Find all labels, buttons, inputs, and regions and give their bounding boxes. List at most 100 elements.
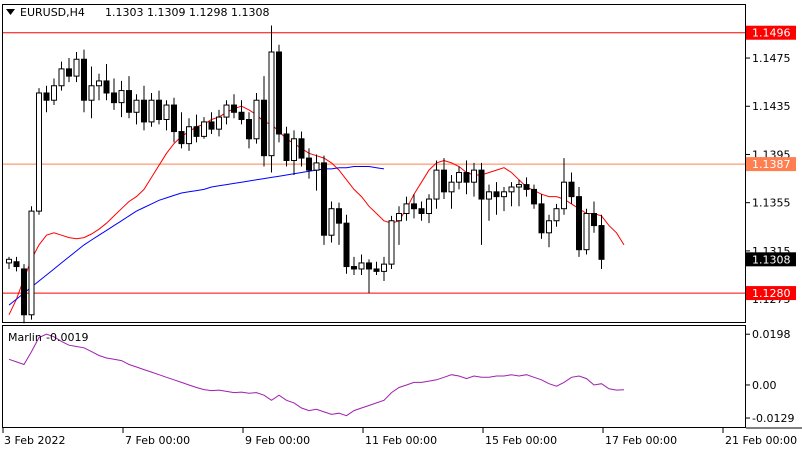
candle-body bbox=[553, 208, 560, 222]
candle bbox=[351, 256, 357, 275]
candle bbox=[58, 61, 65, 91]
candle bbox=[111, 78, 117, 110]
price-tick-label: 1.1355 bbox=[752, 197, 791, 210]
candle-body bbox=[336, 208, 342, 224]
candle-body bbox=[118, 90, 125, 104]
candle bbox=[261, 76, 267, 167]
candle-body bbox=[88, 85, 95, 101]
candle-body bbox=[43, 92, 50, 101]
candle-body bbox=[261, 99, 267, 157]
candle bbox=[88, 66, 95, 119]
candle-body bbox=[208, 121, 215, 130]
candle-body bbox=[253, 99, 260, 140]
candle-body bbox=[546, 220, 552, 234]
candle-body bbox=[538, 203, 545, 234]
candle bbox=[471, 162, 477, 197]
candle bbox=[96, 73, 102, 101]
candle bbox=[396, 206, 402, 245]
level-badge-1.1280-label: 1.1280 bbox=[752, 287, 791, 300]
candle-body bbox=[373, 268, 380, 272]
candle-body bbox=[156, 99, 162, 121]
price-tick-label: 1.1475 bbox=[752, 52, 791, 65]
candle bbox=[246, 112, 252, 149]
candle bbox=[13, 256, 20, 272]
indicator-plot: 0.0198 0.00 -0.0129 bbox=[8, 328, 794, 425]
candle-body bbox=[463, 172, 470, 183]
candle bbox=[291, 130, 297, 175]
candle-body bbox=[246, 119, 252, 140]
candle bbox=[51, 78, 57, 106]
price-badges: 1.1496 1.1387 1.1280 1.1308 bbox=[746, 25, 796, 301]
symbol-label: EURUSD,H4 bbox=[20, 6, 85, 19]
indicator-tick-label: -0.0129 bbox=[752, 412, 794, 425]
current-price-badge-bg bbox=[746, 252, 796, 267]
time-tick-label: 11 Feb 00:00 bbox=[365, 434, 437, 447]
candle bbox=[478, 162, 485, 245]
candle-body bbox=[186, 126, 192, 145]
candle bbox=[336, 202, 342, 245]
candle-body bbox=[598, 225, 605, 260]
candle bbox=[231, 94, 237, 119]
candle bbox=[118, 80, 125, 118]
candle-body bbox=[163, 104, 170, 121]
candle bbox=[253, 92, 260, 144]
level-lines bbox=[3, 32, 745, 294]
candle-body bbox=[591, 213, 597, 227]
candle bbox=[216, 109, 222, 137]
candle bbox=[328, 201, 335, 243]
candle-body bbox=[441, 169, 447, 193]
current-price-badge-label: 1.1308 bbox=[752, 253, 791, 266]
candle-body bbox=[111, 92, 117, 104]
candle-body bbox=[396, 213, 402, 222]
candle-body bbox=[508, 186, 515, 193]
candle bbox=[523, 177, 530, 197]
time-axis: 3 Feb 2022 7 Feb 00:00 9 Feb 00:00 11 Feb 0… bbox=[2, 428, 797, 447]
candle bbox=[598, 214, 605, 269]
candle bbox=[178, 112, 185, 149]
candle bbox=[388, 215, 395, 269]
candle-body bbox=[501, 191, 507, 198]
candle bbox=[463, 160, 470, 195]
time-tick-label: 7 Feb 00:00 bbox=[125, 434, 190, 447]
candle-body bbox=[561, 181, 567, 210]
candle bbox=[156, 90, 162, 125]
candle bbox=[486, 184, 492, 221]
level-badge-1.1496-label: 1.1496 bbox=[752, 27, 791, 40]
candle bbox=[148, 92, 155, 127]
time-tick-label: 21 Feb 00:00 bbox=[725, 434, 797, 447]
candle-body bbox=[276, 51, 282, 135]
main-chart-frame bbox=[2, 4, 746, 323]
candle bbox=[141, 85, 147, 131]
candle-body bbox=[28, 210, 35, 316]
time-tick-label: 17 Feb 00:00 bbox=[605, 434, 677, 447]
candle-body bbox=[306, 157, 312, 171]
candle bbox=[531, 184, 537, 209]
candle-body bbox=[456, 172, 462, 183]
candle bbox=[508, 182, 515, 207]
candle-body bbox=[486, 191, 492, 200]
indicator-value: -0.0019 bbox=[46, 331, 88, 344]
ohlc-values: 1.1303 1.1309 1.1298 1.1308 bbox=[105, 6, 269, 19]
triangle-down-icon[interactable] bbox=[6, 9, 15, 15]
candle bbox=[583, 208, 590, 255]
indicator-frame bbox=[2, 325, 746, 428]
time-tick-label: 15 Feb 00:00 bbox=[485, 434, 557, 447]
candle bbox=[426, 194, 432, 224]
candle-body bbox=[583, 213, 590, 251]
indicator-tick-label: 0.0198 bbox=[752, 328, 791, 341]
candle bbox=[358, 254, 365, 275]
candle-body bbox=[448, 181, 455, 193]
candle bbox=[276, 44, 282, 143]
candle-body bbox=[493, 191, 500, 198]
time-tick-label: 9 Feb 00:00 bbox=[245, 434, 310, 447]
candle-body bbox=[103, 80, 110, 94]
candle-body bbox=[178, 131, 185, 145]
candle-body bbox=[238, 111, 245, 121]
candle-body bbox=[531, 188, 537, 205]
candle-body bbox=[471, 169, 477, 183]
candle-body bbox=[381, 263, 387, 272]
ma-line-2 bbox=[8, 166, 385, 306]
candle-body bbox=[51, 85, 57, 101]
